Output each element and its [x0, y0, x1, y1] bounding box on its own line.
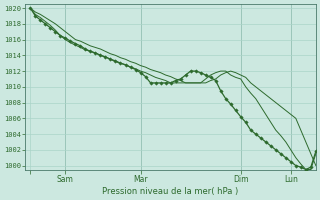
X-axis label: Pression niveau de la mer( hPa ): Pression niveau de la mer( hPa ): [102, 187, 239, 196]
